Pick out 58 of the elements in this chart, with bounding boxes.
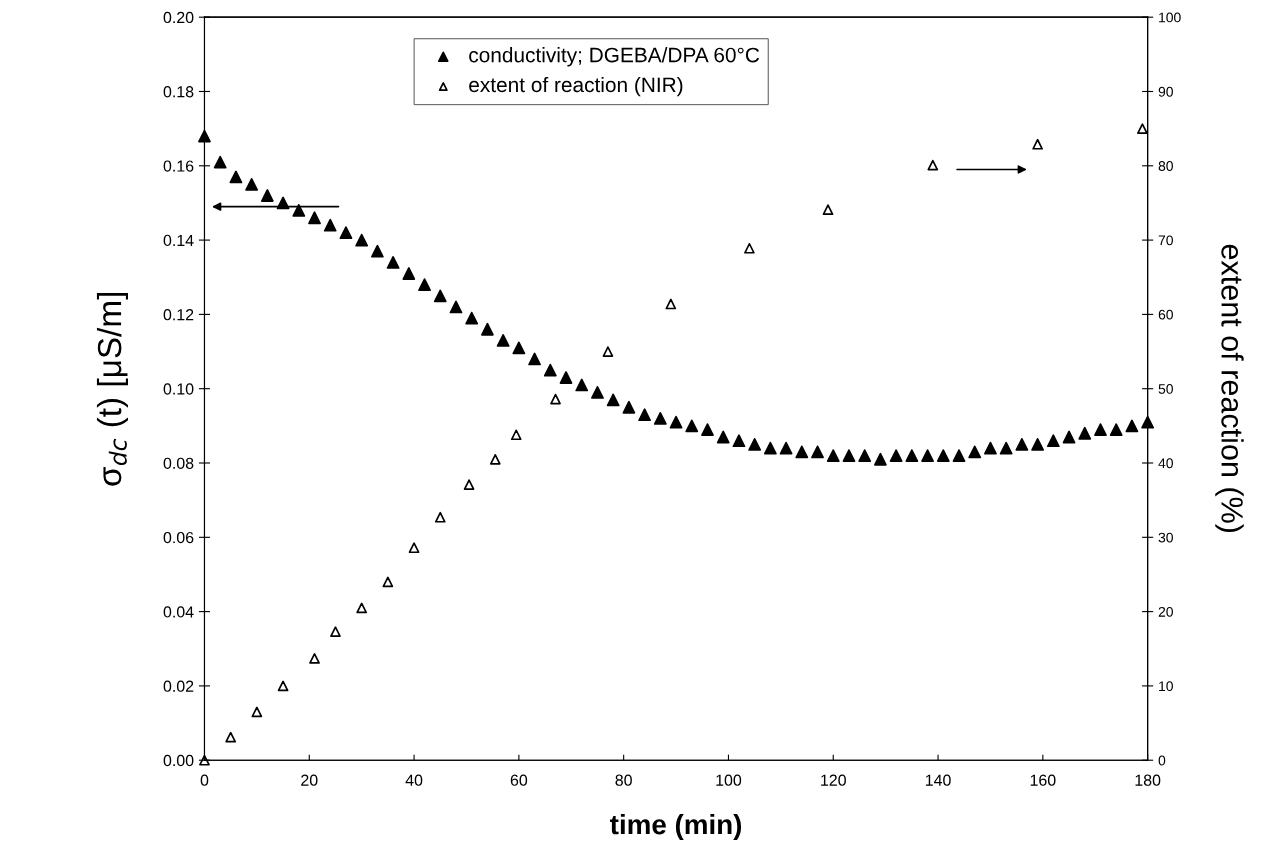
point bbox=[356, 602, 368, 614]
y-tick-label: 0.06 bbox=[163, 531, 194, 544]
y-axis-title: σ$_{dc}$ (t) [μS/m] bbox=[96, 292, 128, 486]
point bbox=[1137, 123, 1148, 134]
y-tick-label: 0.00 bbox=[163, 754, 194, 767]
point bbox=[744, 242, 755, 254]
y2-tick-label: 90 bbox=[1158, 86, 1173, 97]
point bbox=[510, 429, 522, 441]
x-tick-label: 40 bbox=[405, 774, 423, 786]
point bbox=[225, 731, 237, 743]
y2-tick-label: 40 bbox=[1158, 458, 1173, 469]
y-tick-label: 0.08 bbox=[163, 457, 194, 469]
y-tick-label: 0.20 bbox=[163, 11, 194, 24]
y-tick-label: 0.12 bbox=[163, 309, 194, 321]
point bbox=[199, 754, 210, 766]
y2-tick-label: 100 bbox=[1159, 12, 1181, 23]
y2-tick-label: 50 bbox=[1158, 384, 1173, 394]
y2-axis-title: extent of reaction (%) bbox=[1215, 244, 1244, 533]
x-tick-label: 160 bbox=[1030, 774, 1056, 786]
point bbox=[330, 626, 341, 638]
point bbox=[927, 159, 939, 171]
point bbox=[251, 706, 263, 718]
point bbox=[382, 576, 394, 588]
point bbox=[550, 393, 561, 405]
x-tick-label: 0 bbox=[200, 774, 209, 786]
point bbox=[434, 511, 446, 523]
point bbox=[1032, 138, 1043, 150]
point bbox=[665, 298, 677, 310]
legend-label: conductivity; DGEBA/DPA 60°C bbox=[469, 47, 760, 67]
y-tick-label: 0.14 bbox=[163, 234, 194, 247]
y2-tick-label: 80 bbox=[1158, 161, 1173, 171]
x-tick-label: 80 bbox=[615, 774, 632, 786]
y-tick-label: 0.16 bbox=[163, 160, 194, 172]
point bbox=[489, 453, 501, 465]
legend-label: extent of reaction (NIR) bbox=[469, 76, 683, 97]
y-tick-label: 0.02 bbox=[163, 680, 194, 692]
x-tick-label: 120 bbox=[821, 774, 846, 786]
x-axis-title: time (min) bbox=[610, 813, 742, 840]
y2-tick-label: 70 bbox=[1158, 235, 1173, 246]
y2-tick-label: 20 bbox=[1158, 606, 1173, 617]
x-tick-label: 20 bbox=[301, 774, 318, 786]
point bbox=[309, 653, 320, 664]
point bbox=[822, 204, 834, 215]
y-tick-label: 0.18 bbox=[163, 86, 194, 98]
y2-tick-label: 10 bbox=[1159, 681, 1173, 692]
y2-tick-label: 60 bbox=[1158, 309, 1173, 320]
x-tick-label: 60 bbox=[510, 774, 528, 786]
y-tick-label: 0.04 bbox=[163, 606, 194, 618]
x-tick-label: 180 bbox=[1135, 774, 1161, 786]
x-tick-label: 100 bbox=[716, 774, 742, 786]
point bbox=[408, 542, 420, 554]
point bbox=[463, 479, 475, 490]
x-tick-label: 140 bbox=[925, 774, 951, 786]
y2-tick-label: 30 bbox=[1158, 532, 1173, 543]
point bbox=[277, 680, 289, 692]
y-tick-label: 0.10 bbox=[163, 383, 194, 395]
point bbox=[602, 346, 614, 357]
y2-tick-label: 0 bbox=[1158, 755, 1166, 766]
